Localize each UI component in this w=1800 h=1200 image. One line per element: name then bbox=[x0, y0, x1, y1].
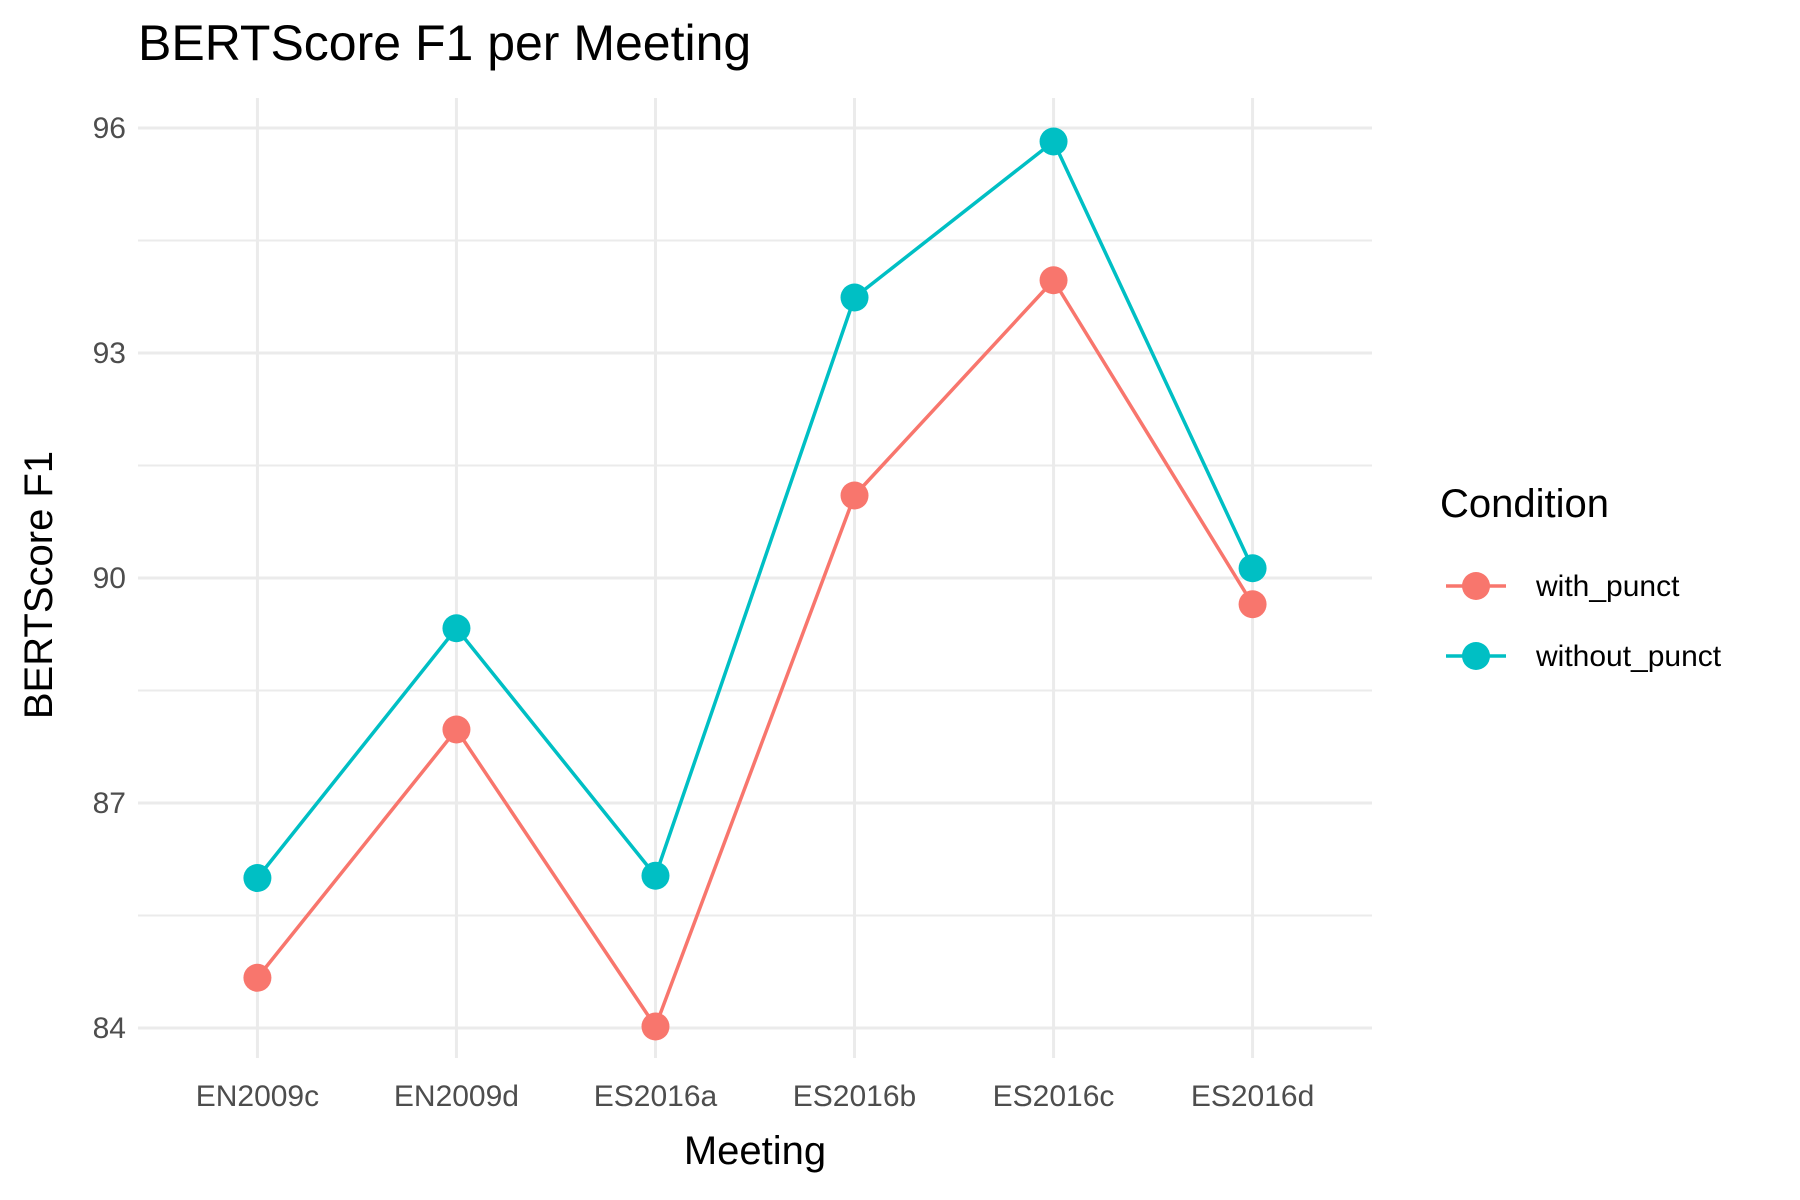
data-point bbox=[1039, 266, 1068, 295]
y-tick-label: 84 bbox=[93, 1012, 126, 1045]
y-axis-title: BERTScore F1 bbox=[17, 451, 61, 719]
data-point bbox=[442, 715, 471, 744]
x-tick-label: ES2016b bbox=[793, 1080, 916, 1113]
data-point bbox=[1238, 590, 1267, 619]
y-tick-label: 93 bbox=[93, 337, 126, 370]
y-axis-ticks: 84 87 90 93 96 bbox=[93, 112, 126, 1045]
data-point bbox=[243, 963, 272, 992]
legend-item: without_punct bbox=[1446, 640, 1722, 673]
data-point bbox=[641, 861, 670, 890]
chart-title: BERTScore F1 per Meeting bbox=[138, 15, 751, 71]
x-axis-title: Meeting bbox=[684, 1129, 826, 1173]
series-with_punct bbox=[243, 266, 1267, 1041]
legend-item: with_punct bbox=[1446, 570, 1680, 603]
y-tick-label: 96 bbox=[93, 112, 126, 145]
legend-key-point bbox=[1462, 572, 1490, 600]
grid bbox=[138, 98, 1372, 1058]
legend-title: Condition bbox=[1440, 482, 1609, 526]
data-point bbox=[1238, 554, 1267, 583]
y-tick-label: 90 bbox=[93, 562, 126, 595]
x-tick-label: EN2009d bbox=[394, 1080, 519, 1113]
legend-label: with_punct bbox=[1535, 570, 1680, 603]
data-point bbox=[243, 864, 272, 892]
data-point bbox=[641, 1012, 670, 1041]
legend-key-point bbox=[1462, 642, 1490, 670]
y-tick-label: 87 bbox=[93, 787, 126, 820]
series-without_punct bbox=[243, 127, 1267, 892]
x-tick-label: ES2016a bbox=[594, 1080, 718, 1113]
x-tick-label: EN2009c bbox=[196, 1080, 319, 1113]
data-point bbox=[442, 614, 471, 643]
data-point bbox=[840, 283, 869, 312]
series-layer bbox=[243, 127, 1267, 1041]
x-axis-ticks: EN2009c EN2009d ES2016a ES2016b ES2016c ES201… bbox=[196, 1080, 1315, 1113]
legend-label: without_punct bbox=[1535, 640, 1722, 673]
data-point bbox=[1039, 127, 1068, 156]
legend-items: with_punct without_punct bbox=[1446, 570, 1722, 673]
series-line bbox=[256, 139, 1255, 880]
x-tick-label: ES2016d bbox=[1191, 1080, 1314, 1113]
data-point bbox=[840, 481, 869, 510]
x-tick-label: ES2016c bbox=[993, 1080, 1115, 1113]
series-line bbox=[256, 278, 1255, 1029]
legend: Condition with_punct without_punct bbox=[1440, 482, 1722, 673]
